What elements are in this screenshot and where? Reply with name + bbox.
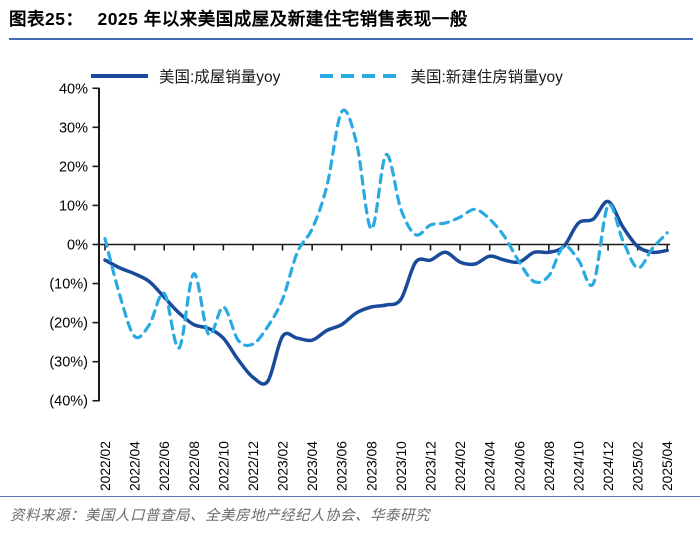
chart-title: 图表25： 2025 年以来美国成屋及新建住宅销售表现一般: [9, 6, 693, 40]
x-tick-label: 2023/06: [335, 441, 350, 491]
x-tick-label: 2024/08: [542, 441, 557, 491]
existing-home-line-sample: [91, 74, 148, 78]
x-tick-label: 2022/12: [246, 441, 261, 491]
x-tick-label: 2024/12: [601, 441, 616, 491]
y-tick-label: (20%): [49, 316, 88, 332]
chart-title-text: 2025 年以来美国成屋及新建住宅销售表现一般: [97, 9, 468, 29]
x-tick-label: 2023/12: [424, 441, 439, 491]
y-tick-label: (30%): [49, 355, 88, 371]
x-tick-label: 2022/02: [98, 441, 113, 491]
x-tick-label: 2024/04: [483, 441, 498, 491]
legend-label-existing-home: 美国:成屋销量yoy: [159, 69, 281, 86]
new-home-sales-line: [103, 108, 669, 350]
source-note: 资料来源：美国人口普查局、全美房地产经纪人协会、华泰研究: [10, 508, 430, 524]
x-tick-label: 2023/10: [394, 441, 409, 491]
y-tick-label: 10%: [59, 198, 88, 214]
chart-title-prefix: 图表25：: [9, 9, 84, 29]
x-tick-label: 2025/02: [631, 441, 646, 491]
x-tick-label: 2024/06: [512, 441, 527, 491]
y-tick-label: (40%): [49, 394, 88, 410]
y-tick-label: 0%: [67, 238, 88, 254]
x-tick-label: 2023/02: [276, 441, 291, 491]
existing-home-sales-line: [103, 199, 669, 386]
bottom-divider: [0, 496, 700, 497]
housing-sales-yoy-chart: 40% 30% 20% 10% 0% (10%) (20%) (30%) (40%) 2022/0…: [49, 81, 675, 491]
x-tick-label: 2022/10: [216, 441, 231, 491]
x-tick-label: 2024/10: [571, 441, 586, 491]
legend-item-existing-home: 美国:成屋销量yoy: [91, 65, 280, 87]
x-tick-label: 2023/08: [364, 441, 379, 491]
new-home-line-sample: [320, 74, 400, 78]
legend-label-new-home: 美国:新建住房销量yoy: [410, 69, 563, 86]
legend-item-new-home: 美国:新建住房销量yoy: [320, 65, 563, 87]
y-tick-label: 20%: [59, 159, 88, 175]
x-tick-label: 2025/04: [660, 441, 675, 491]
y-tick-label: 40%: [59, 81, 88, 97]
x-tick-label: 2022/06: [157, 441, 172, 491]
x-tick-label: 2022/04: [128, 441, 143, 491]
x-tick-label: 2024/02: [453, 441, 468, 491]
legend: 美国:成屋销量yoy 美国:新建住房销量yoy: [0, 64, 700, 88]
x-tick-label: 2023/04: [305, 441, 320, 491]
y-tick-label: (10%): [49, 277, 88, 293]
y-tick-label: 30%: [59, 120, 88, 136]
x-tick-label: 2022/08: [187, 441, 202, 491]
